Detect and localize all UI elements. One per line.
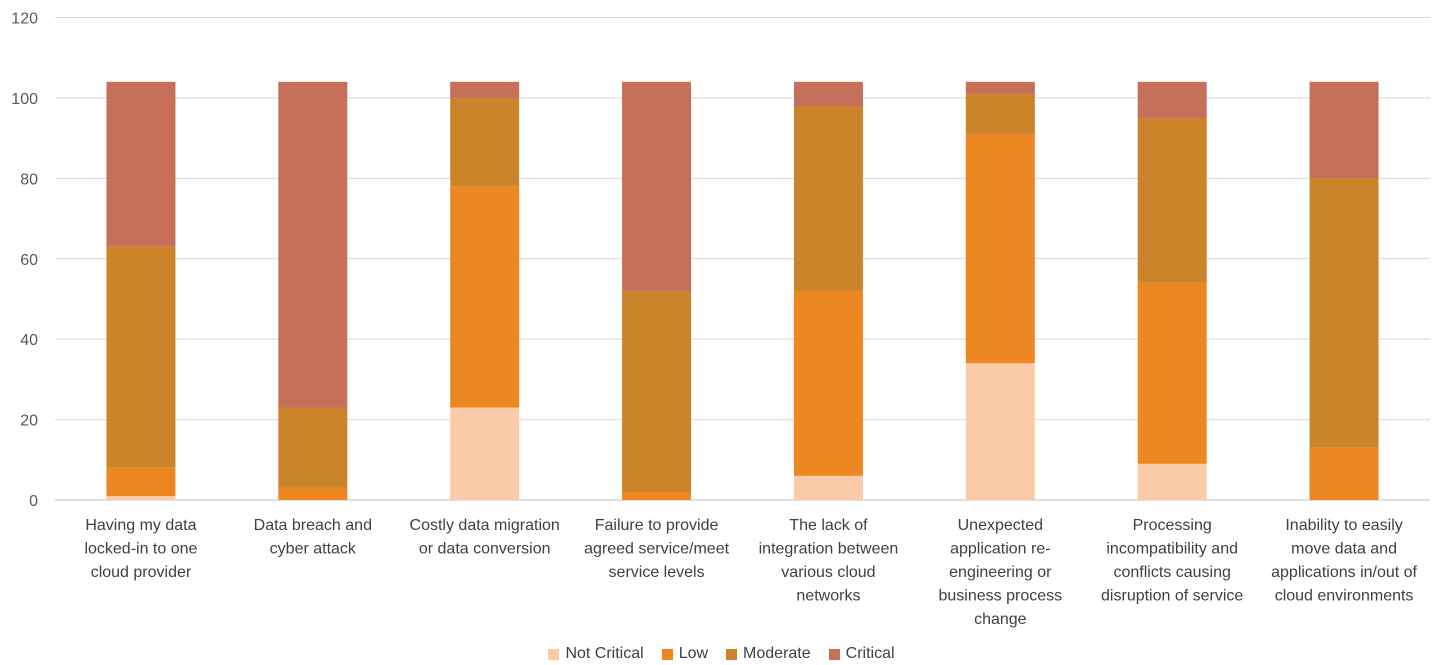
legend: Not Critical Low Moderate Critical [0,643,1443,665]
x-axis-labels: Having my data locked-in to one cloud prov… [84,517,1417,628]
bar-segment-critical [793,81,863,106]
bar-segment-low [1309,447,1379,500]
gridlines [55,17,1430,501]
y-tick-label: 0 [29,493,38,510]
category-label: Unexpected application re-engineering or b… [939,517,1063,628]
bar-segment-critical [278,81,348,408]
legend-swatch [726,648,738,660]
bar-segment-low [1137,282,1207,464]
category-label: Processing incompatibility and conflicts c… [1101,517,1243,605]
legend-item: Critical [828,645,895,663]
legend-label: Low [678,645,709,662]
bar-segment-not-critical [965,363,1035,500]
bar-segment-low [793,290,863,476]
bar-segment-critical [106,81,176,247]
bar-segment-low [278,487,348,500]
bar-segment-not-critical [450,407,520,500]
legend-swatch [828,648,840,660]
legend-swatch [548,648,560,660]
bar-segment-moderate [1309,178,1379,448]
y-tick-label: 100 [11,91,38,108]
bar-segment-not-critical [1137,463,1207,500]
bar-segment-moderate [106,246,176,468]
legend-item: Not Critical [548,645,644,663]
bar-segment-moderate [793,105,863,291]
y-tick-label: 80 [20,171,38,188]
bar-segment-low [450,186,520,408]
category-label: Having my data locked-in to one cloud prov… [84,517,197,581]
bar-segment-moderate [1137,118,1207,283]
y-axis-ticks: 0 20 40 60 80 100 120 [11,11,38,511]
category-label: Inability to easily move data and applicat… [1271,517,1417,605]
legend-swatch [661,648,673,660]
bar-segment-moderate [278,407,348,488]
bar-segment-low [106,467,176,496]
bar-segment-moderate [965,93,1035,135]
bar-segment-low [622,491,692,500]
category-label: Data breach and cyber attack [254,517,372,558]
y-tick-label: 120 [11,11,38,28]
bar-segment-moderate [622,290,692,492]
bar-segment-critical [450,81,520,98]
bars [106,81,1379,500]
legend-item: Moderate [726,645,811,663]
legend-label: Moderate [743,645,811,662]
bar-segment-low [965,134,1035,364]
y-tick-label: 20 [20,413,38,430]
y-tick-label: 60 [20,252,38,269]
legend-item: Low [661,645,709,663]
bar-segment-not-critical [793,475,863,500]
bar-segment-critical [965,81,1035,94]
bar-segment-not-critical [106,495,176,500]
legend-label: Not Critical [565,645,644,662]
bar-segment-critical [1309,81,1379,179]
stacked-bar-chart: 0 20 40 60 80 100 120 Having my data locked-in … [11,11,1430,628]
category-label: The lack of integration between various cl… [759,517,899,605]
category-label: Failure to provide agreed service/meet ser… [584,517,730,581]
legend-label: Critical [845,645,895,662]
bar-segment-critical [622,81,692,291]
bar-segment-critical [1137,81,1207,119]
bar-segment-moderate [450,97,520,187]
category-label: Costly data migration or data conversion [410,517,560,558]
y-tick-label: 40 [20,332,38,349]
